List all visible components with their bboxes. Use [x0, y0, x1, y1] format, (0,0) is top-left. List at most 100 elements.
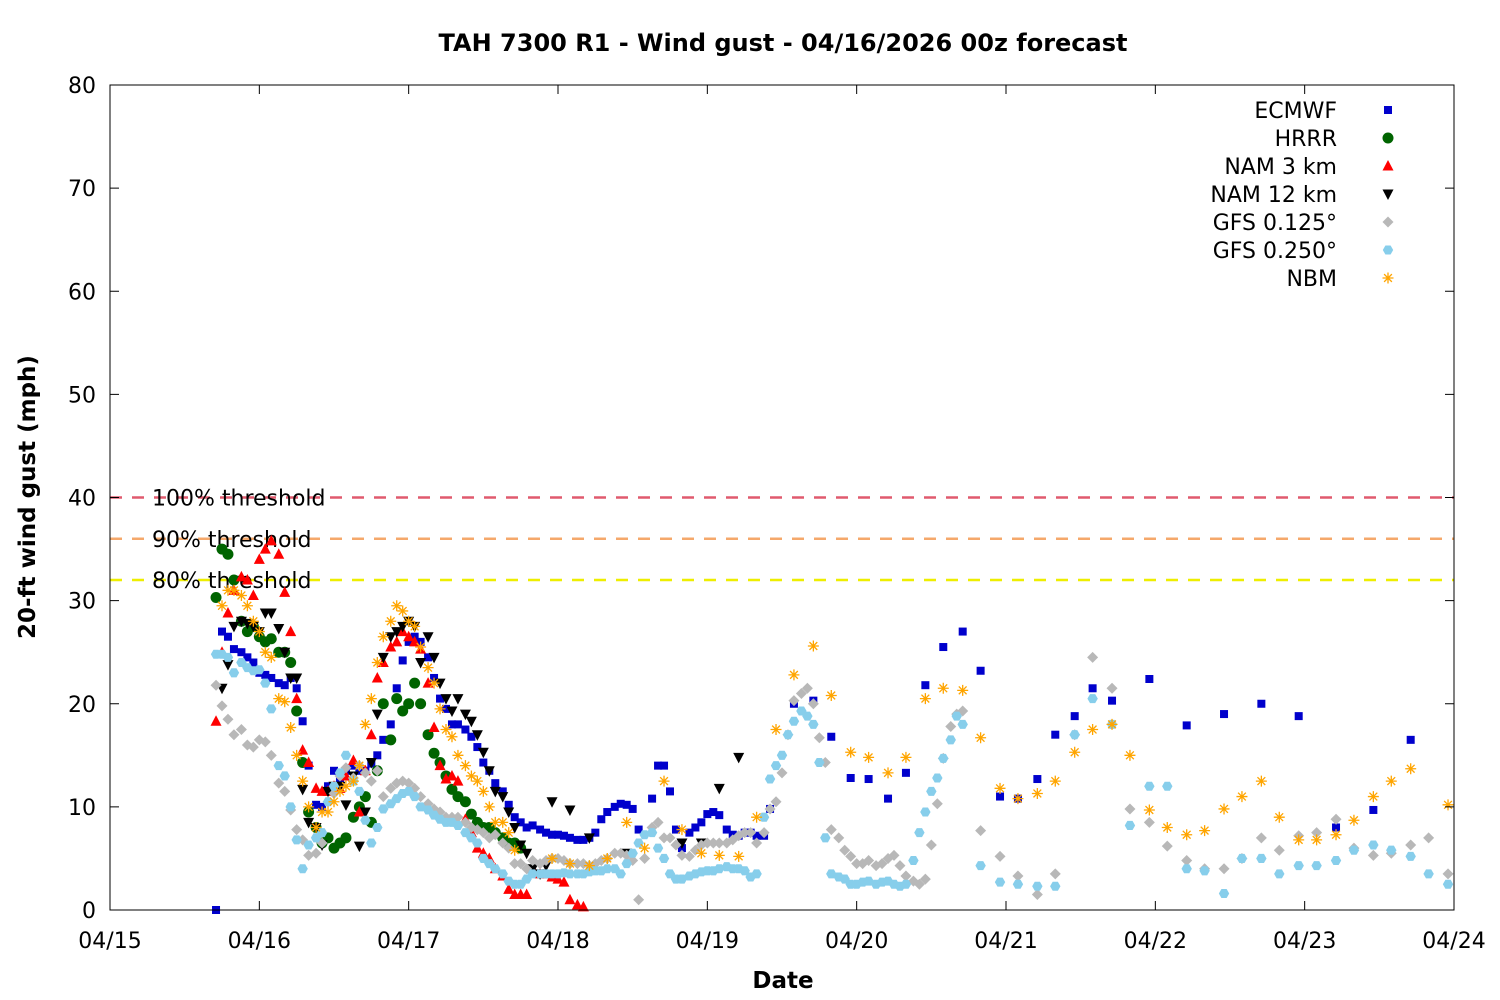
- data-point: [900, 751, 912, 763]
- data-point: [1257, 699, 1266, 708]
- data-point: [504, 800, 513, 809]
- data-point: [676, 838, 688, 849]
- data-point: [901, 768, 910, 777]
- data-point: [366, 838, 377, 848]
- data-point: [1049, 775, 1061, 787]
- data-point: [863, 876, 874, 886]
- data-point: [428, 677, 440, 689]
- data-point: [900, 879, 912, 889]
- data-point: [814, 758, 825, 768]
- data-point: [1236, 791, 1248, 803]
- data-point: [945, 735, 956, 745]
- data-point: [340, 750, 352, 760]
- data-point: [1256, 853, 1267, 863]
- data-point: [222, 548, 234, 560]
- data-point: [914, 828, 925, 838]
- data-point: [403, 630, 415, 642]
- data-point: [465, 808, 477, 820]
- data-point: [802, 711, 813, 721]
- data-point: [591, 828, 600, 837]
- data-point: [459, 760, 471, 772]
- data-point: [603, 808, 612, 817]
- data-point: [377, 698, 389, 710]
- data-point: [670, 839, 682, 851]
- data-point: [776, 767, 788, 779]
- data-point: [1442, 868, 1454, 880]
- data-point: [292, 684, 301, 693]
- data-point: [503, 842, 515, 854]
- data-point: [222, 584, 234, 596]
- data-point: [932, 773, 943, 783]
- data-point: [1294, 712, 1303, 721]
- data-point: [713, 849, 725, 861]
- data-point: [583, 833, 595, 844]
- data-point: [259, 646, 271, 658]
- series-nam-3-km: [210, 534, 589, 912]
- data-point: [1161, 840, 1173, 852]
- data-point: [676, 824, 688, 836]
- data-point: [422, 677, 434, 688]
- data-point: [996, 792, 1005, 801]
- data-point: [261, 670, 270, 679]
- data-point: [436, 694, 445, 703]
- data-point: [920, 807, 931, 817]
- data-point: [1405, 763, 1417, 775]
- data-point: [900, 870, 912, 882]
- data-point: [303, 801, 315, 813]
- data-point: [1236, 853, 1248, 863]
- data-point: [297, 775, 309, 787]
- data-point: [330, 766, 338, 775]
- data-point: [542, 828, 551, 837]
- data-point: [827, 732, 836, 741]
- data-point: [273, 777, 285, 789]
- data-point: [776, 750, 788, 760]
- legend-marker: [1382, 216, 1394, 228]
- data-point: [340, 800, 352, 811]
- data-point: [312, 800, 321, 809]
- legend-marker: [1382, 132, 1394, 144]
- data-point: [1161, 822, 1173, 833]
- data-point: [235, 589, 247, 601]
- x-tick-label: 04/16: [228, 929, 291, 954]
- data-point: [385, 615, 397, 627]
- data-point: [403, 777, 415, 789]
- data-point: [863, 751, 875, 763]
- threshold-label: 100% threshold: [152, 487, 326, 512]
- data-point: [440, 773, 452, 784]
- data-point: [497, 837, 509, 849]
- data-point: [845, 850, 857, 862]
- data-point: [446, 731, 458, 743]
- data-point: [975, 861, 986, 871]
- data-point: [864, 775, 873, 784]
- series-gfs-0-250-: [210, 649, 1454, 898]
- data-point: [676, 874, 688, 884]
- data-point: [703, 810, 712, 819]
- data-point: [446, 706, 458, 717]
- x-tick-label: 04/19: [676, 929, 739, 954]
- legend-label: NBM: [1286, 267, 1337, 292]
- data-point: [845, 746, 857, 758]
- data-point: [210, 715, 222, 726]
- data-point: [273, 693, 285, 705]
- data-point: [658, 832, 670, 844]
- data-point: [222, 713, 234, 725]
- data-point: [285, 721, 297, 733]
- data-point: [957, 719, 968, 729]
- data-point: [976, 666, 985, 675]
- data-point: [365, 693, 377, 705]
- data-point: [758, 827, 770, 839]
- x-tick-label: 04/22: [1124, 929, 1187, 954]
- data-point: [385, 734, 397, 746]
- data-point: [216, 700, 228, 712]
- data-point: [683, 850, 695, 862]
- data-point: [516, 818, 525, 827]
- data-point: [1051, 730, 1060, 739]
- data-point: [908, 856, 919, 865]
- legend-marker: [1382, 160, 1394, 171]
- data-point: [359, 718, 371, 730]
- data-point: [274, 679, 283, 688]
- data-point: [770, 724, 782, 736]
- data-point: [471, 775, 483, 787]
- data-point: [639, 852, 651, 864]
- data-point: [813, 732, 825, 744]
